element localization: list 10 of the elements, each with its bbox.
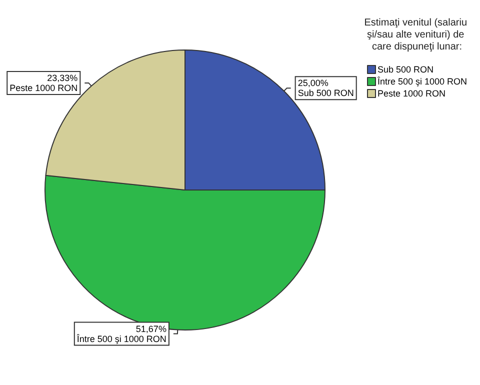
legend-label: Sub 500 RON: [378, 64, 434, 74]
slice-label: Între 500 şi 1000 RON: [76, 334, 166, 344]
legend-title: Estimaţi venitul (salariu şi/sau alte venituri) de care dispuneţi lunar:: [364, 18, 470, 52]
legend-label: Peste 1000 RON: [378, 88, 446, 98]
data-label: 23,33%: [47, 72, 78, 83]
slice-label: Sub 500 RON: [298, 88, 354, 98]
data-label: 25,00%: [298, 78, 328, 88]
data-label: 51,67%: [136, 324, 166, 334]
legend-label: Între 500 şi 1000 RON: [376, 76, 468, 86]
slice-label: Peste 1000 RON: [10, 82, 78, 93]
